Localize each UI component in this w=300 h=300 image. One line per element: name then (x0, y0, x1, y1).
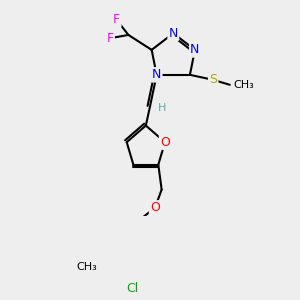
Text: S: S (209, 73, 217, 86)
Text: N: N (152, 68, 161, 81)
Text: N: N (169, 27, 178, 40)
Text: O: O (150, 201, 160, 214)
Text: F: F (113, 14, 120, 26)
Text: O: O (160, 136, 170, 149)
Text: Cl: Cl (126, 282, 139, 295)
Text: CH₃: CH₃ (76, 262, 97, 272)
Text: H: H (158, 103, 166, 113)
Text: CH₃: CH₃ (233, 80, 254, 90)
Text: N: N (190, 44, 200, 56)
Text: F: F (106, 32, 114, 45)
